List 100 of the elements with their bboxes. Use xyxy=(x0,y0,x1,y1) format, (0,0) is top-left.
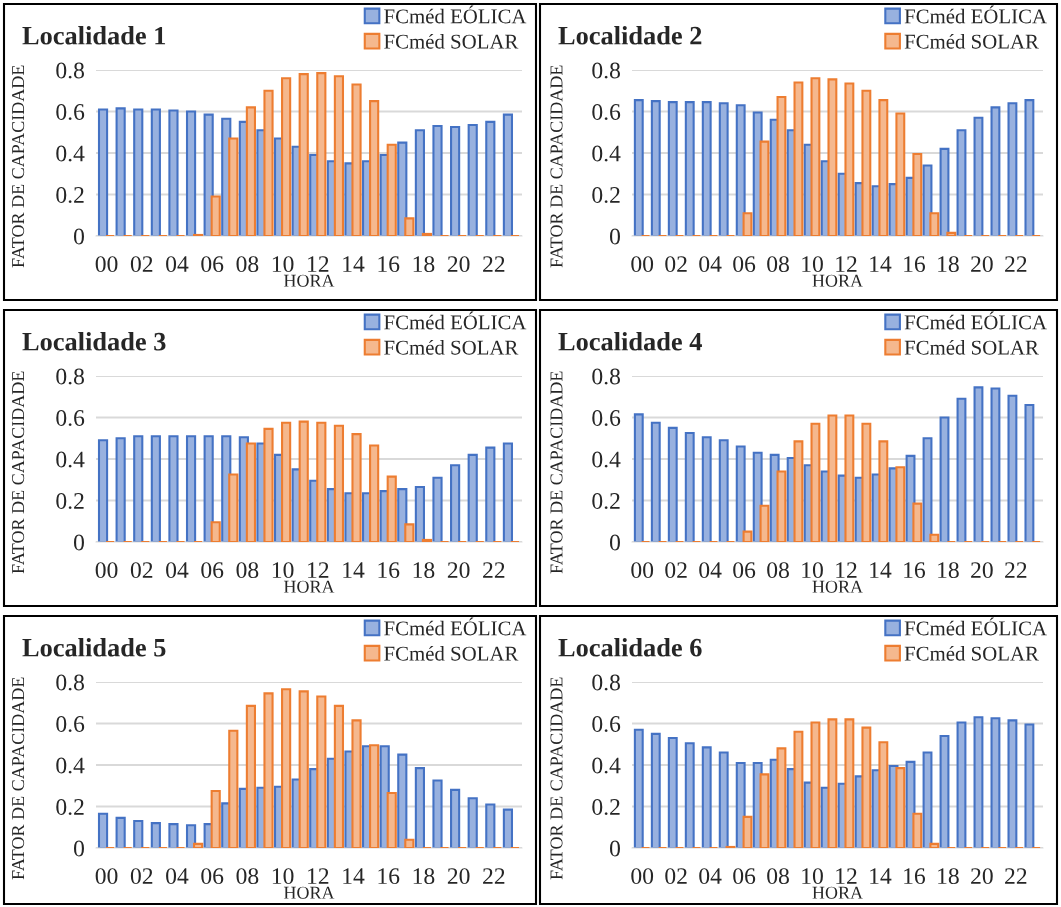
x-tick-label: 10 xyxy=(272,562,294,579)
x-tick-label: 02 xyxy=(130,256,153,273)
x-tick-label: 06 xyxy=(733,256,756,273)
x-tick-label: 12 xyxy=(836,562,857,578)
y-tick-label: 0.8 xyxy=(592,368,620,385)
x-tick-label: 20 xyxy=(971,562,993,579)
legend-label: FCméd SOLAR xyxy=(904,645,1039,661)
x-tick-label: 16 xyxy=(904,256,926,273)
x-tick-label: 00 xyxy=(631,256,654,273)
x-tick-label: 18 xyxy=(938,868,959,885)
chart-title: Localidade 5 xyxy=(22,638,166,657)
x-tick-label: 10 xyxy=(272,868,294,885)
legend-label: FCméd SOLAR xyxy=(384,645,519,661)
x-tick-label: 04 xyxy=(699,256,722,273)
y-tick-label: 0.8 xyxy=(592,62,620,79)
x-tick-label: 18 xyxy=(413,562,435,579)
x-tick-label: 02 xyxy=(665,868,687,885)
x-axis-title: HORA xyxy=(283,886,335,899)
y-tick-label: 0.4 xyxy=(56,451,85,468)
x-tick-label: 08 xyxy=(767,256,789,273)
x-tick-label: 08 xyxy=(236,868,259,885)
x-tick-label: 22 xyxy=(1005,256,1027,272)
y-tick-label: 0 xyxy=(609,228,620,245)
chart-title: Localidade 4 xyxy=(558,332,702,351)
x-tick-label: 20 xyxy=(447,562,470,579)
x-tick-label: 02 xyxy=(665,562,687,579)
x-tick-label: 06 xyxy=(201,562,224,579)
x-tick-label: 08 xyxy=(236,256,259,273)
y-tick-label: 0.2 xyxy=(56,798,84,816)
y-tick-label: 0.8 xyxy=(56,368,84,385)
x-tick-label: 14 xyxy=(343,256,365,272)
y-tick-label: 0.2 xyxy=(592,492,620,510)
x-tick-label: 16 xyxy=(904,868,926,885)
legend-label: FCméd EÓLICA xyxy=(384,311,527,330)
legend-label: FCméd EÓLICA xyxy=(904,5,1047,24)
x-tick-label: 18 xyxy=(938,256,959,273)
y-tick-label: 0.2 xyxy=(592,798,620,816)
x-tick-label: 22 xyxy=(483,562,505,578)
y-tick-label: 0.4 xyxy=(592,451,621,468)
x-tick-label: 06 xyxy=(201,256,224,273)
legend-label: FCméd SOLAR xyxy=(384,33,519,49)
x-tick-label: 22 xyxy=(1005,868,1027,884)
y-tick-label: 0.4 xyxy=(56,145,85,162)
x-tick-label: 00 xyxy=(95,868,118,885)
x-tick-label: 16 xyxy=(904,562,926,579)
x-tick-label: 12 xyxy=(308,256,329,272)
x-axis-title: HORA xyxy=(283,274,335,287)
x-tick-label: 04 xyxy=(166,256,189,273)
y-axis-title: FATOR DE CAPACIDADE xyxy=(12,371,25,574)
legend-label: FCméd EÓLICA xyxy=(904,311,1047,330)
x-tick-label: 16 xyxy=(378,868,400,885)
x-tick-label: 20 xyxy=(971,256,993,273)
y-tick-label: 0.2 xyxy=(592,186,620,204)
x-tick-label: 20 xyxy=(447,868,470,885)
x-tick-label: 16 xyxy=(378,256,400,273)
x-axis-title: HORA xyxy=(812,274,863,287)
legend-label: FCméd SOLAR xyxy=(904,33,1039,49)
y-tick-label: 0.6 xyxy=(56,715,85,733)
x-tick-label: 12 xyxy=(836,256,857,272)
chart-title: Localidade 3 xyxy=(22,332,166,351)
x-tick-label: 22 xyxy=(483,868,505,884)
chart-title: Localidade 1 xyxy=(22,26,166,45)
x-tick-label: 22 xyxy=(483,256,505,272)
x-tick-label: 06 xyxy=(733,562,756,579)
x-tick-label: 12 xyxy=(308,562,329,578)
x-tick-label: 04 xyxy=(166,868,189,885)
y-tick-label: 0 xyxy=(73,840,84,857)
y-tick-label: 0.4 xyxy=(592,145,621,162)
y-tick-label: 0 xyxy=(73,534,84,551)
y-tick-label: 0.6 xyxy=(592,409,621,427)
y-axis-title: FATOR DE CAPACIDADE xyxy=(550,371,563,574)
y-axis-title: FATOR DE CAPACIDADE xyxy=(12,677,25,880)
x-tick-label: 10 xyxy=(802,562,823,579)
x-axis-title: HORA xyxy=(283,580,335,593)
y-tick-label: 0.4 xyxy=(592,757,621,774)
x-tick-label: 14 xyxy=(870,256,892,272)
x-tick-label: 04 xyxy=(699,562,722,579)
x-tick-label: 22 xyxy=(1005,562,1027,578)
y-tick-label: 0.8 xyxy=(56,674,84,691)
x-tick-label: 18 xyxy=(413,868,435,885)
x-tick-label: 04 xyxy=(166,562,189,579)
x-tick-label: 12 xyxy=(308,868,329,884)
x-tick-label: 18 xyxy=(413,256,435,273)
x-tick-label: 10 xyxy=(802,868,823,885)
x-axis-title: HORA xyxy=(812,580,863,593)
y-tick-label: 0 xyxy=(73,228,84,245)
y-tick-label: 0.4 xyxy=(56,757,85,774)
x-tick-label: 08 xyxy=(767,868,789,885)
x-tick-label: 20 xyxy=(447,256,470,273)
x-tick-label: 12 xyxy=(836,868,857,884)
y-axis-title: FATOR DE CAPACIDADE xyxy=(550,677,563,880)
legend-label: FCméd EÓLICA xyxy=(384,5,527,24)
x-tick-label: 14 xyxy=(870,562,892,578)
x-tick-label: 14 xyxy=(343,562,365,578)
x-tick-label: 00 xyxy=(631,868,654,885)
y-tick-label: 0 xyxy=(609,840,620,857)
x-tick-label: 00 xyxy=(95,562,118,579)
x-tick-label: 10 xyxy=(802,256,823,273)
y-tick-label: 0 xyxy=(609,534,620,551)
x-tick-label: 02 xyxy=(130,868,153,885)
